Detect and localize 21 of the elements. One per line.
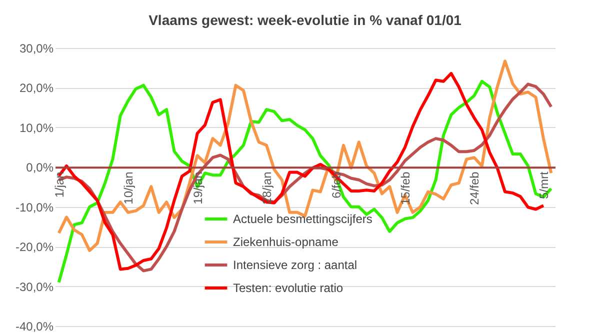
y-tick-label: -20,0%: [15, 240, 54, 254]
chart-title: Vlaams gewest: week-evolutie in % vanaf 01/01: [148, 12, 462, 28]
y-tick-label: 0,0%: [26, 160, 54, 175]
x-tick-label: 28/jan: [260, 172, 274, 204]
legend-label: Intensieve zorg : aantal: [233, 258, 358, 272]
y-tick-label: 10,0%: [19, 120, 54, 135]
y-tick-label: -40,0%: [15, 320, 54, 333]
x-tick-label: 10/jan: [122, 172, 136, 204]
x-tick-label: 24/feb: [468, 171, 482, 206]
y-tick-label: -30,0%: [15, 280, 54, 294]
y-tick-label: 30,0%: [19, 42, 54, 56]
x-tick-label: 15/feb: [398, 171, 412, 206]
x-tick-label: 19/jan: [190, 172, 205, 204]
x-tick-label: 6/feb: [329, 171, 344, 198]
x-tick-label: 5/mrt: [536, 170, 551, 199]
legend-label: Actuele besmettingscijfers: [233, 212, 372, 226]
y-tick-label: -10,0%: [15, 200, 54, 214]
legend-label: Ziekenhuis-opname: [233, 235, 339, 249]
legend-label: Testen: evolutie ratio: [233, 281, 344, 295]
x-tick-label: 1/jan: [52, 172, 66, 198]
y-tick-label: 20,0%: [19, 81, 54, 96]
